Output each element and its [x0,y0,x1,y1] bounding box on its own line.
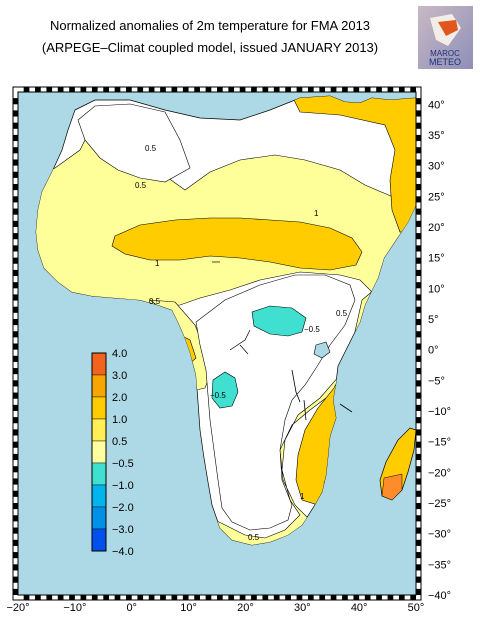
legend-label: −1.0 [112,480,134,492]
latitude-tick-label: −10° [428,406,451,418]
legend-swatch [91,374,107,398]
map-title-line1: Normalized anomalies of 2m temperature f… [49,18,371,33]
legend-swatch [91,352,107,376]
longitude-tick-label: 10° [180,602,197,614]
longitude-tick-label: −20° [6,602,29,614]
contour-label: 0.5 [135,181,147,190]
legend-swatch [91,418,107,442]
contour-label: 0.5 [145,144,157,153]
latitude-tick-label: 30° [428,161,445,173]
contour-label: 0.5 [149,297,161,306]
contour-label: 1 [314,209,319,218]
latitude-tick-label: 25° [428,191,445,203]
contour-label: 0.5 [248,533,260,542]
latitude-tick-label: −40° [428,590,451,602]
legend-label: −2.0 [112,502,134,514]
latitude-tick-label: 5° [428,314,439,326]
latitude-tick-label: −25° [428,498,451,510]
latitude-tick-label: 20° [428,222,445,234]
legend-label: −3.0 [112,524,134,536]
longitude-tick-label: −10° [63,602,86,614]
anomaly-region-1-2-northeast [289,96,416,233]
river-congo [229,329,251,355]
legend-label: −0.5 [112,458,134,470]
logo-text-top: MAROC [430,49,460,58]
contour-label: 1 [300,492,305,501]
longitude-tick-label: 30° [294,602,311,614]
legend-swatch [91,440,107,464]
longitude-tick-label: 20° [237,602,254,614]
longitude-tick-label: 0° [126,602,137,614]
longitude-axis: −20° −10° 0° 10° 20° 30° 40° 50° [6,602,424,614]
legend-swatch [91,484,107,508]
anomaly-region-minus1-angola [211,371,239,409]
latitude-tick-label: 0° [428,345,439,357]
map-title-line2: (ARPEGE–Climat coupled model, issued JAN… [41,40,379,55]
latitude-tick-label: −5° [428,375,445,387]
latitude-tick-label: −35° [428,559,451,571]
latitude-axis: 40° 35° 30° 25° 20° 15° 10° 5° 0° −5° −10° −15° −20°… [428,99,451,602]
longitude-tick-label: 40° [351,602,368,614]
legend-label: 4.0 [112,348,127,360]
latitude-tick-label: 40° [428,99,445,111]
madagascar-south-orange [381,473,403,501]
latitude-tick-label: 10° [428,283,445,295]
contour-label: 0.5 [336,309,348,318]
anomaly-region-neutral-north [77,103,191,183]
contour-label: −0.5 [210,391,226,400]
contour-label: 1 [155,259,160,268]
logo-text-bottom: METEO [429,57,461,67]
legend-label: 1.0 [112,414,127,426]
rift-lakes [291,369,353,421]
legend-label: −4.0 [112,546,134,558]
map-frame [12,86,422,601]
anomaly-region-minus1-central [251,305,307,337]
color-legend: 4.0 3.0 2.0 1.0 0.5 −0.5 −1.0 −2.0 −3.0 −4.0 [91,348,134,558]
longitude-tick-label: 50° [408,602,425,614]
anomaly-region-1-2-sahel [111,217,363,271]
contour-label: −0.5 [304,325,320,334]
latitude-tick-label: −30° [428,529,451,541]
legend-label: 3.0 [112,370,127,382]
lake-victoria [313,341,331,359]
maroc-meteo-logo: MAROC METEO [418,6,473,69]
legend-label: 2.0 [112,392,127,404]
legend-swatch [91,462,107,486]
legend-swatch [91,506,107,530]
anomaly-region-neutral-interior [195,274,356,531]
legend-label: 0.5 [112,436,127,448]
latitude-tick-label: 15° [428,253,445,265]
latitude-tick-label: −15° [428,437,451,449]
legend-swatch [91,528,107,552]
latitude-tick-label: −20° [428,467,451,479]
latitude-tick-label: 35° [428,130,445,142]
legend-swatch [91,396,107,420]
